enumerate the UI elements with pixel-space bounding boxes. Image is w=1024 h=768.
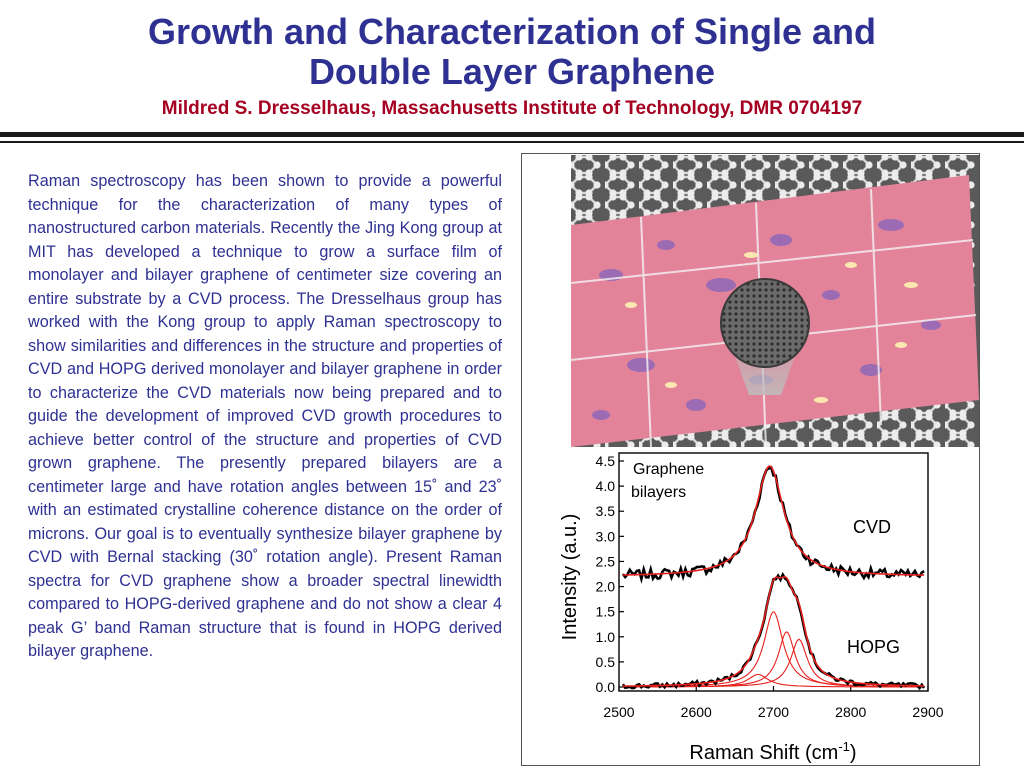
x-axis: 2500 2600 2700 2800 2900 — [603, 686, 944, 720]
y-tick-label: 2.5 — [596, 553, 616, 569]
x-tick-label: 2800 — [835, 704, 866, 720]
cvd-label: CVD — [853, 517, 891, 537]
x-tick-label: 2600 — [681, 704, 712, 720]
y-tick-label: 1.5 — [596, 604, 616, 620]
y-tick-label: 3.5 — [596, 503, 616, 519]
body-paragraph: Raman spectroscopy has been shown to pro… — [28, 172, 502, 660]
series-layer — [621, 465, 926, 691]
y-tick-label: 1.0 — [596, 629, 616, 645]
y-tick-label: 4.5 — [596, 453, 616, 469]
graphene-substrate-rendering — [571, 155, 979, 447]
x-tick-label: 2500 — [603, 704, 634, 720]
legend-line1: Graphene — [633, 461, 704, 478]
hopg-fit-curve — [622, 575, 925, 687]
author-byline: Mildred S. Dresselhaus, Massachusetts In… — [161, 98, 863, 119]
y-axis: 0.0 0.5 1.0 1.5 2.0 2.5 3.0 3.5 4.0 4.5 — [596, 453, 624, 695]
legend-line2: bilayers — [631, 484, 686, 501]
hopg-label: HOPG — [847, 637, 900, 657]
x-tick-label: 2900 — [912, 704, 943, 720]
page-title-line1: Growth and Characterization of Single an… — [147, 11, 877, 52]
header-divider-thin — [0, 141, 1024, 143]
y-tick-label: 2.0 — [596, 579, 616, 595]
y-axis-label: Intensity (a.u.) — [559, 514, 581, 641]
x-tick-label: 2700 — [758, 704, 789, 720]
hopg-component-peak — [622, 673, 925, 688]
hopg-spectrum-data — [621, 571, 926, 691]
x-axis-label-main: Raman Shift (cm — [689, 742, 838, 764]
x-axis-label-end: ) — [850, 742, 857, 764]
cvd-fit-curve — [622, 465, 925, 576]
page-title-line2: Double Layer Graphene — [308, 51, 716, 92]
y-tick-label: 4.0 — [596, 478, 616, 494]
header-divider-thick — [0, 132, 1024, 137]
figure-frame — [521, 153, 980, 766]
x-axis-label-sup: -1 — [838, 739, 850, 754]
y-tick-label: 3.0 — [596, 528, 616, 544]
y-tick-label: 0.0 — [596, 679, 616, 695]
x-axis-label: Raman Shift (cm-1) — [689, 739, 856, 764]
raman-spectra-chart: 0.00.51.01.52.02.53.03.54.04.5 2500 2600 2… — [559, 452, 944, 764]
y-tick-label: 0.5 — [596, 654, 616, 670]
